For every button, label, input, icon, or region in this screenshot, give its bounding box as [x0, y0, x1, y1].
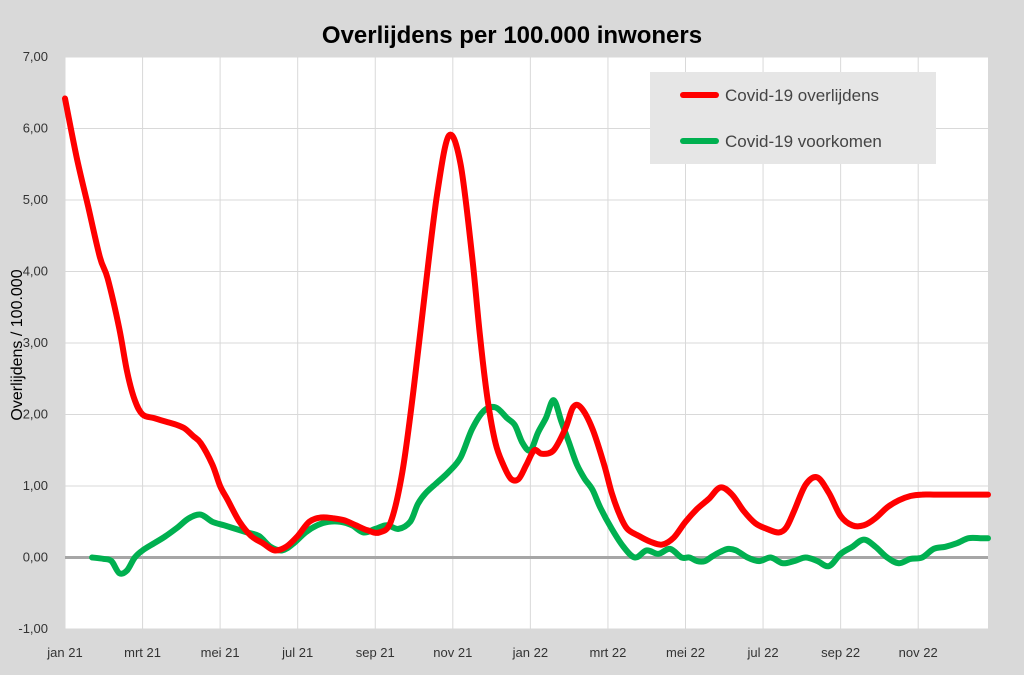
y-axis-ticks: 7,00 6,00 5,00 4,00 3,00 2,00 1,00 0,00 -1,00 — [18, 49, 48, 636]
series-line-covid-voorkomen — [89, 397, 991, 577]
y-tick-label: 2,00 — [23, 407, 48, 422]
series-line-covid-overlijdens — [62, 95, 991, 554]
x-tick-label: mei 21 — [201, 645, 240, 660]
x-tick-label: jul 21 — [281, 645, 313, 660]
y-tick-label: 1,00 — [23, 478, 48, 493]
x-tick-label: sep 22 — [821, 645, 860, 660]
chart-title: Overlijdens per 100.000 inwoners — [322, 22, 702, 49]
x-tick-label: nov 21 — [433, 645, 472, 660]
legend-label-overlijdens: Covid-19 overlijdens — [725, 86, 879, 105]
x-axis-ticks: jan 21 mrt 21 mei 21 jul 21 sep 21 nov 21 jan … — [46, 645, 937, 660]
y-axis-label: Overlijdens / 100.000 — [9, 269, 26, 420]
y-tick-label: 3,00 — [23, 335, 48, 350]
y-tick-label: -1,00 — [18, 621, 48, 636]
legend: Covid-19 overlijdens Covid-19 voorkomen — [650, 72, 936, 164]
y-tick-label: 6,00 — [23, 121, 48, 136]
x-tick-label: jan 21 — [46, 645, 82, 660]
series-layer — [62, 95, 991, 577]
x-tick-label: mei 22 — [666, 645, 705, 660]
legend-box — [650, 72, 936, 164]
x-tick-label: mrt 21 — [124, 645, 161, 660]
legend-label-voorkomen: Covid-19 voorkomen — [725, 132, 882, 151]
x-tick-label: jan 22 — [512, 645, 548, 660]
y-tick-label: 0,00 — [23, 550, 48, 565]
x-tick-label: sep 21 — [356, 645, 395, 660]
x-tick-label: jul 22 — [747, 645, 779, 660]
x-tick-label: nov 22 — [899, 645, 938, 660]
x-tick-label: mrt 22 — [590, 645, 627, 660]
y-tick-label: 7,00 — [23, 49, 48, 64]
y-tick-label: 4,00 — [23, 264, 48, 279]
y-tick-label: 5,00 — [23, 192, 48, 207]
